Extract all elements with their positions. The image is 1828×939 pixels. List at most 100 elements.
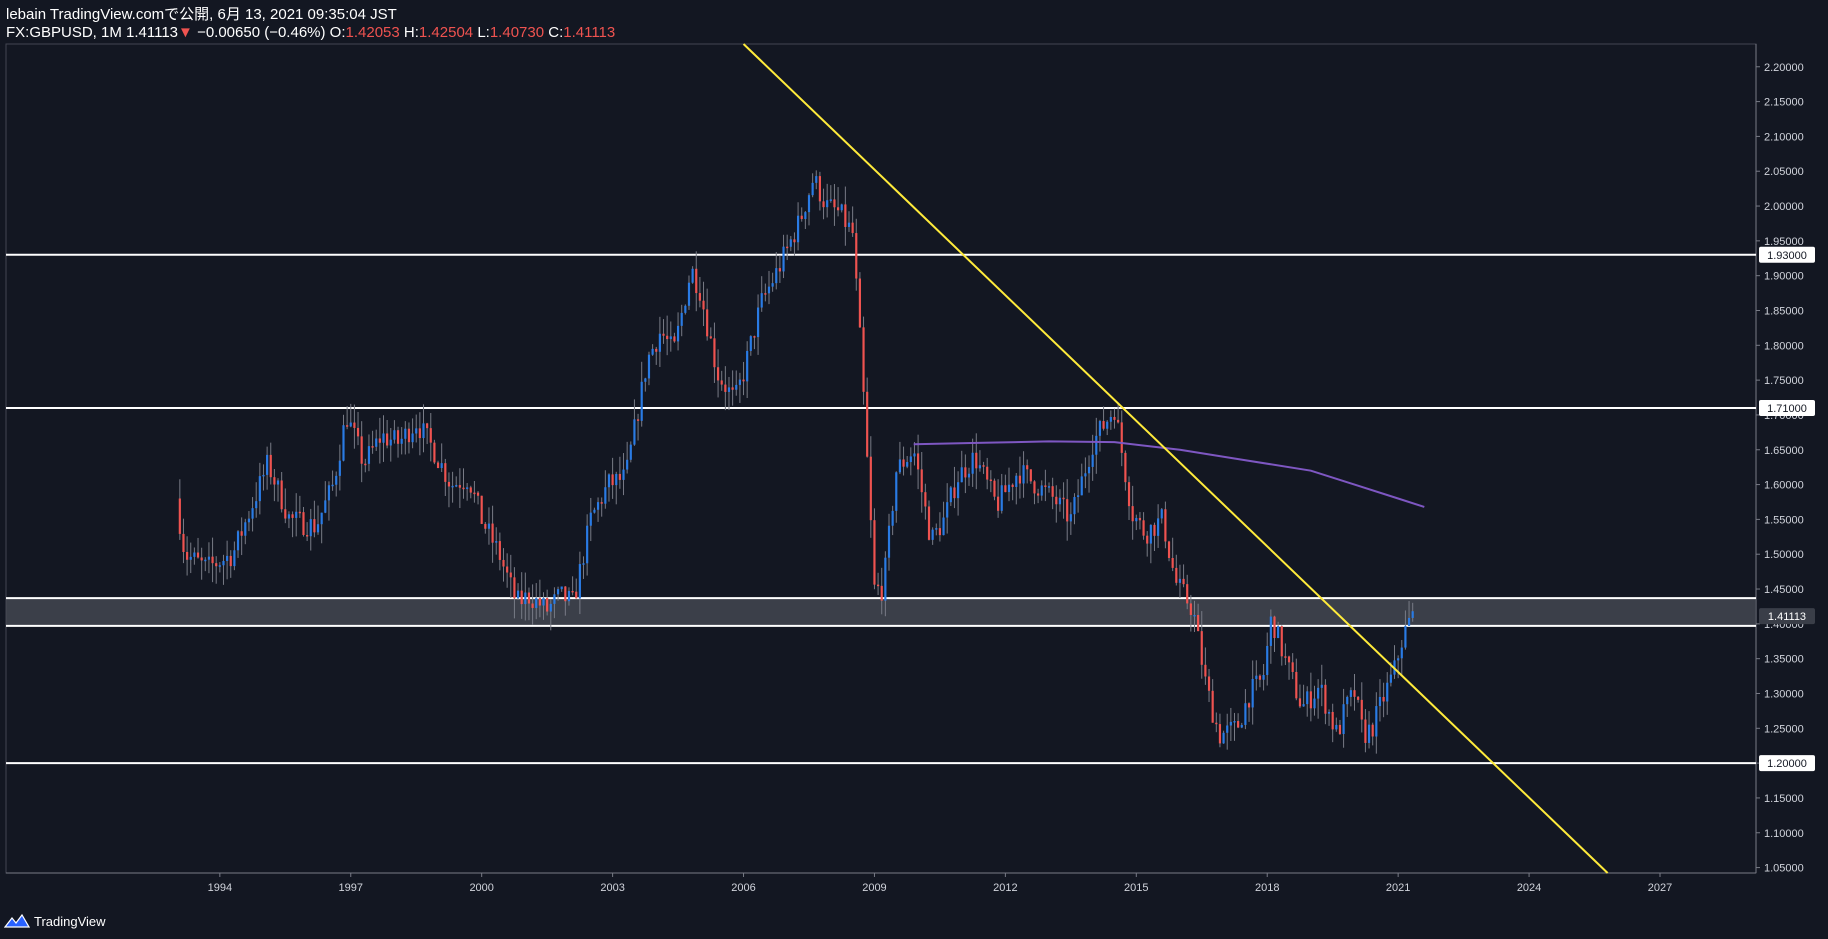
candle	[1077, 495, 1080, 498]
candle	[691, 268, 694, 283]
candle	[891, 510, 894, 526]
candle	[451, 485, 454, 488]
candle	[1047, 486, 1051, 488]
candle	[524, 592, 527, 605]
candle	[847, 222, 851, 227]
candle	[1131, 506, 1134, 522]
candle	[229, 555, 232, 567]
candle	[240, 531, 243, 536]
sr-zone[interactable]	[6, 598, 1756, 626]
candle	[862, 327, 865, 392]
candle	[458, 485, 461, 488]
tradingview-logo-icon[interactable]	[4, 913, 30, 929]
candle	[586, 525, 589, 564]
candle	[1211, 690, 1214, 723]
candle	[589, 512, 592, 526]
y-tick-label: 1.85000	[1764, 305, 1804, 317]
candle	[244, 522, 247, 536]
ohlc-legend[interactable]: FX:GBPUSD, 1M 1.41113▼ −0.00650 (−0.46%)…	[6, 24, 615, 42]
candle	[342, 425, 345, 461]
candle	[422, 423, 425, 439]
candle	[676, 325, 680, 342]
candle	[1324, 684, 1327, 714]
candle	[1313, 698, 1316, 709]
candle	[193, 552, 196, 557]
candle	[1178, 578, 1182, 583]
candle	[895, 472, 898, 511]
candle	[204, 559, 207, 562]
low-value: 1.40730	[489, 24, 545, 41]
close-value: 1.41113	[563, 24, 616, 41]
candle	[1095, 435, 1098, 455]
candle	[615, 473, 618, 486]
candle	[273, 477, 276, 485]
candle	[356, 427, 360, 437]
candle	[1404, 625, 1407, 648]
hline-price-label: 1.20000	[1767, 758, 1807, 770]
candle	[1113, 416, 1116, 420]
candle	[266, 454, 269, 475]
candle	[884, 557, 887, 601]
footer-brand[interactable]: TradingView	[34, 913, 106, 929]
candle	[1335, 724, 1338, 730]
x-tick-label: 2018	[1255, 882, 1279, 894]
candle	[1160, 509, 1163, 519]
candle	[1037, 493, 1040, 496]
trend-line[interactable]	[742, 43, 1609, 874]
symbol-label[interactable]: FX:GBPUSD, 1M	[6, 24, 122, 41]
hline-price-label: 1.71000	[1767, 403, 1807, 415]
candle	[1266, 645, 1269, 675]
candle	[1218, 724, 1222, 744]
footer[interactable]: TradingView	[4, 910, 106, 932]
y-tick-label: 1.90000	[1764, 271, 1804, 283]
candle	[644, 378, 647, 382]
candle	[331, 484, 334, 487]
candle	[604, 487, 607, 504]
candle	[327, 485, 331, 501]
candle	[1197, 614, 1200, 632]
candle	[1066, 499, 1069, 522]
candle	[887, 525, 891, 558]
y-tick-label: 2.00000	[1764, 201, 1804, 213]
y-tick-label: 2.10000	[1764, 131, 1804, 143]
candle	[906, 462, 909, 467]
x-tick-label: 2006	[731, 882, 755, 894]
candle	[316, 524, 320, 533]
candle	[786, 246, 789, 249]
moving-average-line[interactable]	[913, 440, 1425, 508]
x-tick-label: 1994	[208, 882, 232, 894]
candle	[876, 584, 880, 587]
candle	[986, 466, 989, 480]
candle	[946, 502, 949, 518]
candle	[462, 487, 465, 490]
candle	[622, 469, 625, 480]
candle	[1302, 704, 1305, 707]
candle	[920, 469, 923, 493]
candle	[258, 476, 261, 502]
candle	[1237, 721, 1240, 728]
candle	[280, 480, 283, 510]
candle	[898, 459, 902, 473]
candle	[1029, 469, 1032, 482]
candle	[687, 282, 691, 306]
plot-area[interactable]	[5, 43, 1757, 874]
down-arrow-icon: ▼	[178, 24, 193, 41]
candle	[716, 367, 720, 381]
candle	[1400, 647, 1403, 659]
candle	[313, 519, 316, 533]
candle	[1153, 524, 1156, 536]
y-tick-label: 1.65000	[1764, 445, 1804, 457]
candle	[975, 452, 978, 469]
candle	[436, 462, 440, 469]
candle	[549, 603, 552, 612]
candle	[302, 512, 305, 536]
candle	[1280, 626, 1283, 657]
candle	[371, 446, 374, 448]
y-tick-label: 1.25000	[1764, 723, 1804, 735]
candle	[629, 444, 632, 460]
candle	[1142, 520, 1145, 536]
candle	[800, 215, 803, 220]
candle	[971, 452, 974, 474]
candle	[575, 591, 578, 599]
